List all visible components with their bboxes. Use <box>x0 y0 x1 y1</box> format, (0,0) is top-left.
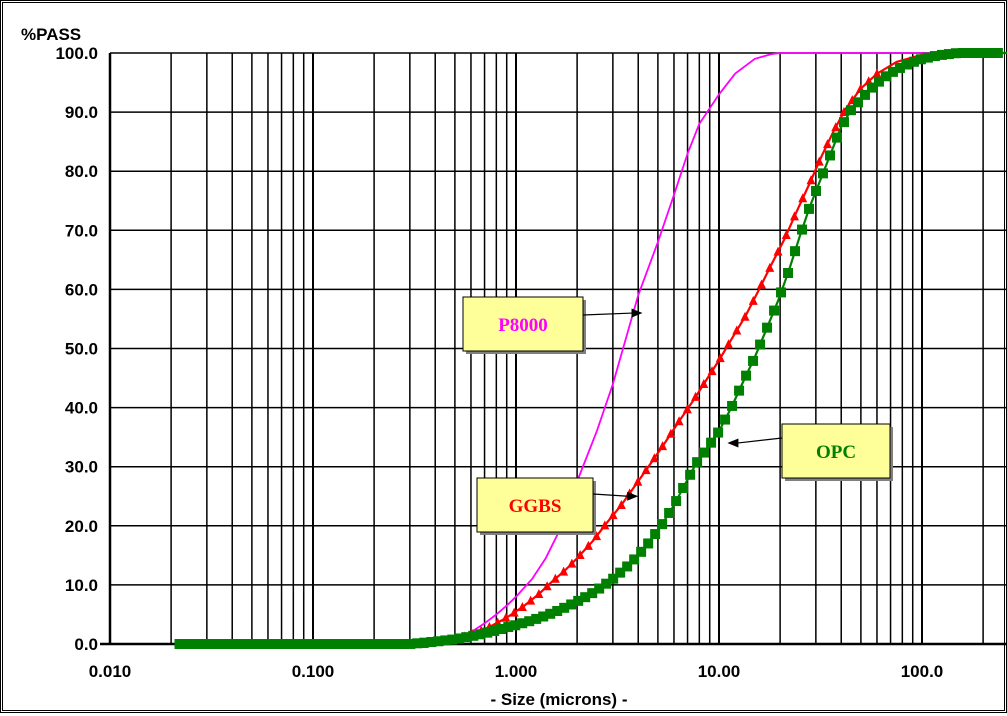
particle-size-chart: 0.0 10.0 20.0 30.0 40.0 50.0 60.0 70.0 80.0 90.0 1… <box>3 3 1007 716</box>
data-point-square <box>797 225 807 235</box>
x-tick-label: 1.000 <box>495 662 538 681</box>
data-point-square <box>776 287 786 297</box>
data-point-square <box>657 519 667 529</box>
data-point-square <box>993 48 1003 58</box>
data-point-square <box>706 438 716 448</box>
data-point-triangle <box>872 69 881 78</box>
data-point-square <box>678 483 688 493</box>
annotation-label: P8000 <box>498 315 548 336</box>
data-point-triangle <box>823 139 832 148</box>
data-point-triangle <box>749 296 758 305</box>
annotation-label: GGBS <box>509 496 562 517</box>
data-point-square <box>734 386 744 396</box>
data-point-square <box>839 117 849 127</box>
data-point-square <box>769 306 779 316</box>
data-point-square <box>790 246 800 256</box>
annotation-arrowhead <box>727 439 738 448</box>
y-tick-label: 50.0 <box>65 340 98 359</box>
annotation-label: OPC <box>816 442 856 463</box>
data-point-square <box>650 529 660 539</box>
data-point-square <box>664 508 674 518</box>
x-tick-label: 10.00 <box>698 662 741 681</box>
annotation-opc: OPC <box>727 424 893 481</box>
y-tick-label: 30.0 <box>65 458 98 477</box>
data-point-triangle <box>798 193 807 202</box>
data-point-triangle <box>806 175 815 184</box>
y-tick-label: 60.0 <box>65 280 98 299</box>
data-point-triangle <box>774 247 783 256</box>
data-point-square <box>748 356 758 366</box>
y-tick-label: 0.0 <box>74 635 98 654</box>
data-point-triangle <box>501 613 510 622</box>
y-tick-label: 100.0 <box>55 44 98 63</box>
data-point-square <box>671 496 681 506</box>
data-point-square <box>832 133 842 143</box>
data-point-square <box>755 340 765 350</box>
y-tick-label: 70.0 <box>65 221 98 240</box>
y-tick-label: 10.0 <box>65 576 98 595</box>
data-point-triangle <box>510 608 519 617</box>
annotation-p8000: P8000 <box>463 297 643 354</box>
data-point-square <box>720 415 730 425</box>
data-point-square <box>818 168 828 178</box>
y-tick-label: 90.0 <box>65 103 98 122</box>
data-point-square <box>741 371 751 381</box>
y-tick-label: 80.0 <box>65 162 98 181</box>
annotation-arrowhead <box>627 492 638 501</box>
data-point-triangle <box>757 280 766 289</box>
data-point-square <box>727 401 737 411</box>
data-point-square <box>783 268 793 278</box>
data-point-square <box>643 538 653 548</box>
annotation-arrow-line <box>737 438 782 443</box>
x-tick-label: 0.010 <box>89 662 132 681</box>
y-axis-label: %PASS <box>21 25 81 44</box>
data-point-square <box>692 457 702 467</box>
x-axis-label: - Size (microns) - <box>491 690 628 709</box>
data-point-square <box>825 150 835 160</box>
x-tick-label: 0.100 <box>292 662 335 681</box>
data-point-triangle <box>765 263 774 272</box>
data-point-triangle <box>782 230 791 239</box>
annotation-arrow-line <box>583 313 633 315</box>
data-point-square <box>811 186 821 196</box>
data-point-square <box>762 323 772 333</box>
data-point-square <box>804 204 814 214</box>
annotation-arrow-line <box>593 494 628 496</box>
y-tick-label: 40.0 <box>65 399 98 418</box>
data-point-square <box>685 470 695 480</box>
data-point-square <box>713 428 723 438</box>
data-point-square <box>699 448 709 458</box>
data-point-triangle <box>790 211 799 220</box>
y-tick-label: 20.0 <box>65 517 98 536</box>
annotation-arrowhead <box>632 309 643 318</box>
x-tick-label: 100.0 <box>901 662 944 681</box>
